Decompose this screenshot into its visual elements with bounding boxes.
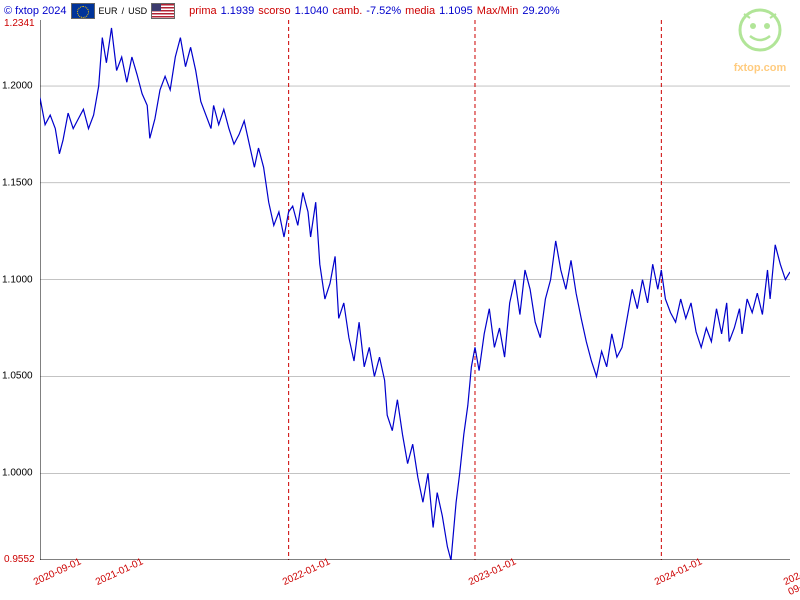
x-tick-label: 2024-09-09 <box>782 567 800 589</box>
x-tick-label: 2023-01-01 <box>467 556 518 588</box>
plot-area <box>40 20 790 560</box>
prima-label: prima <box>189 5 217 17</box>
chart-svg <box>40 20 790 560</box>
copyright-text: © fxtop 2024 <box>4 5 67 17</box>
x-tick-label: 2024-01-01 <box>653 556 704 588</box>
eu-flag-icon <box>71 3 95 19</box>
y-tick-label: 1.1500 <box>2 177 38 188</box>
media-value: 1.1095 <box>439 5 473 17</box>
us-flag-icon <box>151 3 175 19</box>
x-tick-label: 2020-09-01 <box>32 556 83 588</box>
x-tick-label: 2022-01-01 <box>281 556 332 588</box>
y-tick-label: 1.0000 <box>2 468 38 479</box>
scorso-value: 1.1040 <box>295 5 329 17</box>
camb-value: -7.52% <box>366 5 401 17</box>
camb-label: camb. <box>332 5 362 17</box>
ymin-label: 0.9552 <box>4 554 35 565</box>
pair-to: USD <box>128 6 147 16</box>
media-label: media <box>405 5 435 17</box>
maxmin-label: Max/Min <box>477 5 519 17</box>
y-tick-label: 1.2000 <box>2 81 38 92</box>
scorso-label: scorso <box>258 5 290 17</box>
ymax-label: 1.2341 <box>4 18 35 29</box>
prima-value: 1.1939 <box>221 5 255 17</box>
x-tick-label: 2021-01-01 <box>94 556 145 588</box>
y-tick-label: 1.0500 <box>2 371 38 382</box>
pair-separator: / <box>122 6 125 16</box>
chart-container: © fxtop 2024 EUR / USD prima 1.1939 scor… <box>0 0 800 600</box>
pair-from: EUR <box>99 6 118 16</box>
maxmin-value: 29.20% <box>522 5 559 17</box>
chart-header: © fxtop 2024 EUR / USD prima 1.1939 scor… <box>0 2 800 20</box>
y-tick-label: 1.1000 <box>2 274 38 285</box>
